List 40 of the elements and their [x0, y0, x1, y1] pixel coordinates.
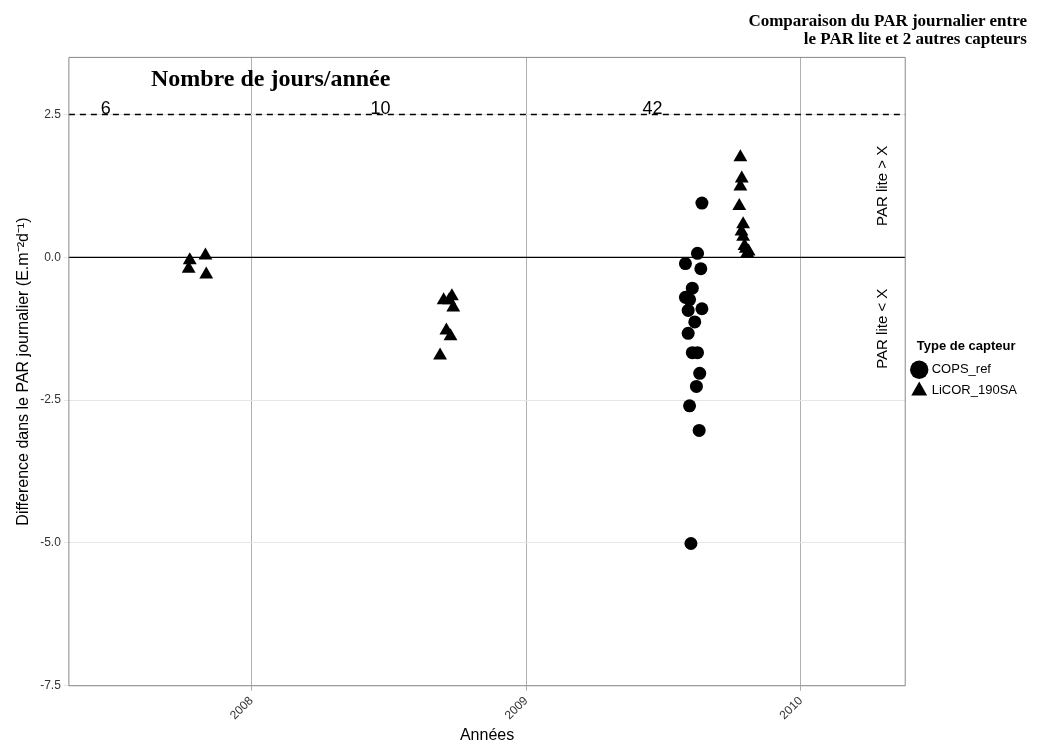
point	[681, 303, 695, 317]
y-tick-label: 2.5	[44, 106, 62, 121]
point	[684, 537, 698, 551]
legend-label: LiCOR_190SA	[931, 382, 1018, 398]
annotation: 6	[100, 98, 111, 119]
point	[688, 315, 702, 329]
point	[732, 197, 747, 210]
y-tick-label: -7.5	[40, 678, 62, 693]
point	[198, 247, 213, 260]
y-tick-label: -5.0	[40, 535, 62, 550]
point	[694, 262, 708, 276]
annotation: Nombre de jours/année	[150, 64, 391, 91]
point	[689, 379, 703, 393]
point	[199, 266, 214, 279]
point	[695, 196, 709, 210]
legend-label: COPS_ref	[931, 361, 992, 377]
y-tick-label: -2.5	[40, 392, 62, 407]
point	[681, 326, 695, 340]
point	[693, 366, 707, 380]
annotation: 10	[370, 98, 391, 119]
point	[683, 399, 697, 413]
point	[182, 252, 197, 265]
point	[446, 299, 461, 312]
y-tick-label: 0.0	[44, 249, 62, 264]
x-axis-title: Années	[459, 725, 515, 743]
point	[433, 347, 447, 360]
annotation: 42	[642, 98, 663, 119]
point	[678, 257, 692, 271]
y-axis-title: Difference dans le PAR journalier (E.m⁻²d⁻¹)	[14, 217, 32, 526]
chart-title: Comparaison du PAR journalier entre le PAR lite et 2 autres capteurs	[748, 10, 1028, 49]
point	[691, 246, 705, 260]
annotation: PAR lite > X	[873, 145, 891, 227]
point	[685, 281, 699, 295]
point	[683, 293, 697, 307]
point	[692, 423, 706, 437]
point	[695, 302, 709, 316]
point	[443, 328, 458, 341]
annotation: PAR lite < X	[873, 288, 891, 369]
point	[733, 149, 748, 162]
legend-title: Type de capteur	[916, 337, 1016, 353]
